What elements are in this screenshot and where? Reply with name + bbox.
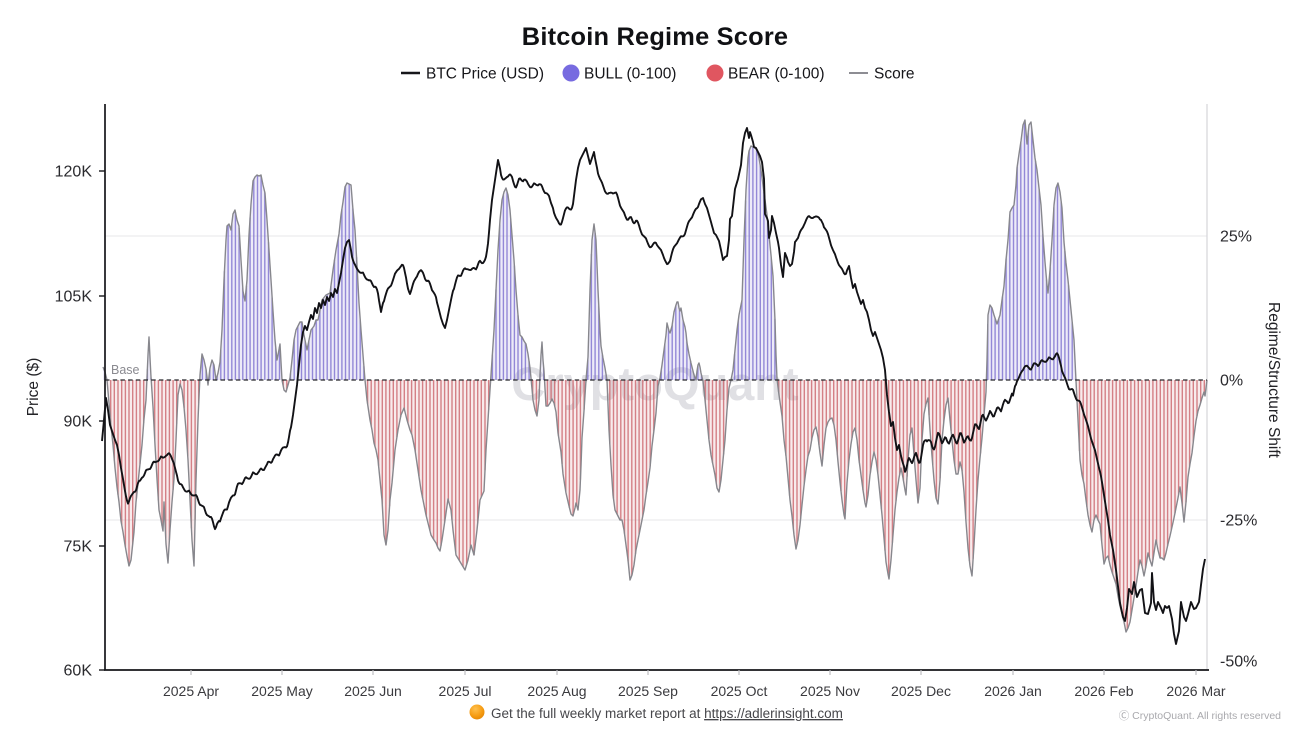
svg-text:105K: 105K: [55, 289, 93, 306]
svg-text:60K: 60K: [64, 663, 93, 680]
svg-text:2026 Mar: 2026 Mar: [1166, 683, 1225, 699]
svg-text:2025 Jul: 2025 Jul: [439, 683, 492, 699]
svg-text:Get the full weekly market rep: Get the full weekly market report at htt…: [491, 706, 843, 721]
svg-text:CryptoQuant: CryptoQuant: [511, 357, 799, 410]
svg-text:BTC Price (USD): BTC Price (USD): [426, 66, 544, 83]
svg-text:Ⓒ CryptoQuant. All rights rese: Ⓒ CryptoQuant. All rights reserved: [1119, 710, 1281, 722]
svg-text:Regime/Structure Shift: Regime/Structure Shift: [1265, 302, 1282, 459]
svg-text:Base: Base: [111, 363, 140, 377]
svg-text:2025 Jun: 2025 Jun: [344, 683, 402, 699]
svg-text:2025 Dec: 2025 Dec: [891, 683, 951, 699]
svg-text:Bitcoin Regime Score: Bitcoin Regime Score: [522, 23, 788, 51]
svg-text:BULL (0-100): BULL (0-100): [584, 66, 676, 83]
svg-text:2025 May: 2025 May: [251, 683, 312, 699]
svg-text:75K: 75K: [64, 539, 93, 556]
svg-text:-50%: -50%: [1220, 654, 1257, 671]
svg-text:Price ($): Price ($): [25, 358, 42, 417]
svg-text:2026 Feb: 2026 Feb: [1074, 683, 1133, 699]
svg-text:-25%: -25%: [1220, 513, 1257, 530]
svg-text:0%: 0%: [1220, 373, 1243, 390]
svg-text:2025 Nov: 2025 Nov: [800, 683, 860, 699]
svg-text:2025 Oct: 2025 Oct: [711, 683, 768, 699]
svg-text:90K: 90K: [64, 414, 93, 431]
svg-text:2025 Apr: 2025 Apr: [163, 683, 219, 699]
svg-text:2026 Jan: 2026 Jan: [984, 683, 1042, 699]
svg-text:120K: 120K: [55, 164, 93, 181]
svg-text:BEAR (0-100): BEAR (0-100): [728, 66, 824, 83]
svg-text:25%: 25%: [1220, 229, 1252, 246]
svg-text:Score: Score: [874, 66, 915, 83]
svg-text:2025 Sep: 2025 Sep: [618, 683, 678, 699]
svg-text:2025 Aug: 2025 Aug: [527, 683, 586, 699]
